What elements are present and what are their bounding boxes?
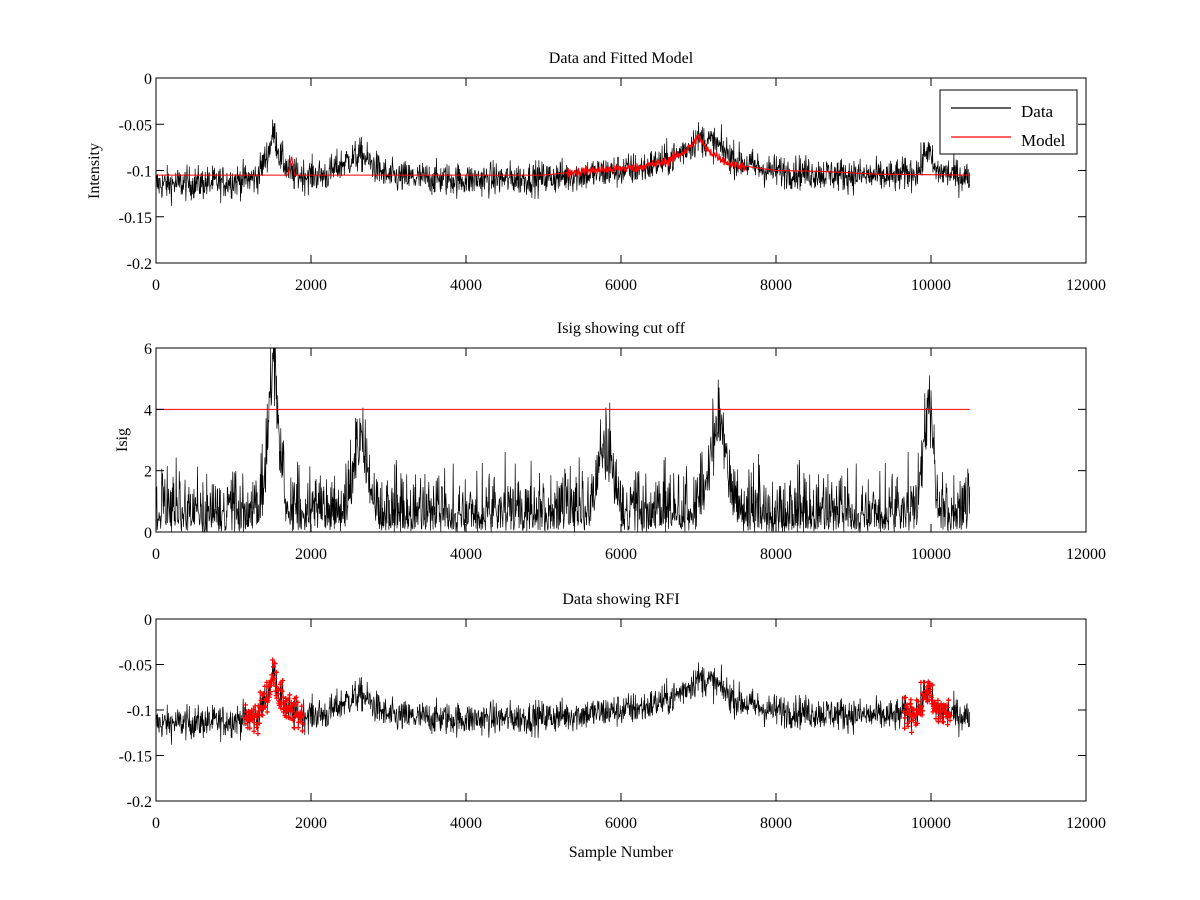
y-tick-label: 0 [144, 612, 152, 629]
panel-2-plot: 0 2000 4000 6000 8000 10000 12000 0 2 4 6 [144, 341, 1106, 563]
y-tick-label: -0.2 [127, 256, 152, 273]
y-tick-label: 0 [144, 525, 152, 542]
y-tick-label: -0.15 [119, 749, 152, 766]
x-tick-label: 10000 [911, 815, 951, 832]
x-tick-label: 2000 [295, 277, 327, 294]
y-tick-label: -0.15 [119, 210, 152, 227]
y-tick-label: -0.1 [127, 164, 152, 181]
panel-3-title: Data showing RFI [562, 591, 679, 608]
panel-1-plot: 0 2000 4000 6000 8000 10000 12000 -0.2 -0.15 -0.1… [119, 71, 1106, 294]
panel-1-ticks: 0 2000 4000 6000 8000 10000 12000 -0.2 -0.15 -0.1… [119, 71, 1106, 294]
x-tick-label: 8000 [760, 277, 792, 294]
x-tick-label: 6000 [605, 815, 637, 832]
panel-1-data-series [155, 119, 971, 206]
x-tick-label: 2000 [295, 815, 327, 832]
model-line [156, 133, 970, 178]
x-tick-label: 6000 [605, 546, 637, 563]
legend: Data Model [939, 89, 1078, 155]
panel-3-xlabel: Sample Number [569, 844, 674, 861]
x-tick-label: 10000 [911, 546, 951, 563]
x-tick-label: 10000 [911, 277, 951, 294]
x-tick-label: 2000 [295, 546, 327, 563]
x-tick-label: 0 [152, 815, 160, 832]
x-tick-label: 4000 [450, 277, 482, 294]
y-tick-label: 4 [144, 402, 152, 419]
y-tick-label: 2 [144, 464, 152, 481]
x-tick-label: 4000 [450, 815, 482, 832]
panel-3-ticks: 0 2000 4000 6000 8000 10000 12000 -0.2 -0.15 -0.1… [119, 612, 1106, 832]
panel-3-rfi-markers [242, 657, 953, 737]
panel-1-ylabel: Intensity [86, 143, 103, 199]
x-tick-label: 0 [152, 277, 160, 294]
x-tick-label: 12000 [1066, 546, 1106, 563]
panel-data-model: Data and Fitted Model Intensity 0 2000 400… [86, 50, 1106, 294]
legend-model-label: Model [1021, 131, 1066, 150]
x-tick-label: 8000 [760, 815, 792, 832]
x-tick-label: 12000 [1066, 815, 1106, 832]
x-tick-label: 0 [152, 546, 160, 563]
x-tick-label: 4000 [450, 546, 482, 563]
x-tick-label: 8000 [760, 546, 792, 563]
panel-2-title: Isig showing cut off [557, 320, 686, 337]
y-tick-label: -0.1 [127, 703, 152, 720]
rfi-markers [242, 657, 953, 737]
y-tick-label: 6 [144, 341, 152, 358]
panel-1-model-series [156, 133, 970, 178]
x-tick-label: 6000 [605, 277, 637, 294]
x-tick-label: 12000 [1066, 277, 1106, 294]
isig-line [155, 347, 971, 533]
y-tick-label: -0.05 [119, 658, 152, 675]
y-tick-label: -0.2 [127, 794, 152, 811]
panel-2-ylabel: Isig [114, 428, 131, 452]
panel-2-isig-series [155, 347, 971, 533]
y-tick-label: -0.05 [119, 117, 152, 134]
panel-isig: Isig showing cut off Isig 0 2000 4000 6000 8… [114, 320, 1106, 563]
panel-2-ticks: 0 2000 4000 6000 8000 10000 12000 0 2 4 6 [144, 341, 1106, 563]
data-line [155, 119, 971, 206]
panel-1-title: Data and Fitted Model [549, 50, 694, 67]
legend-data-label: Data [1021, 102, 1054, 121]
y-tick-label: 0 [144, 71, 152, 88]
legend-box [939, 89, 1078, 155]
panel-3-plot: 0 2000 4000 6000 8000 10000 12000 -0.2 -0.15 -0.1… [119, 612, 1106, 832]
panel-rfi: Data showing RFI Sample Number 0 2000 4000… [119, 591, 1106, 861]
